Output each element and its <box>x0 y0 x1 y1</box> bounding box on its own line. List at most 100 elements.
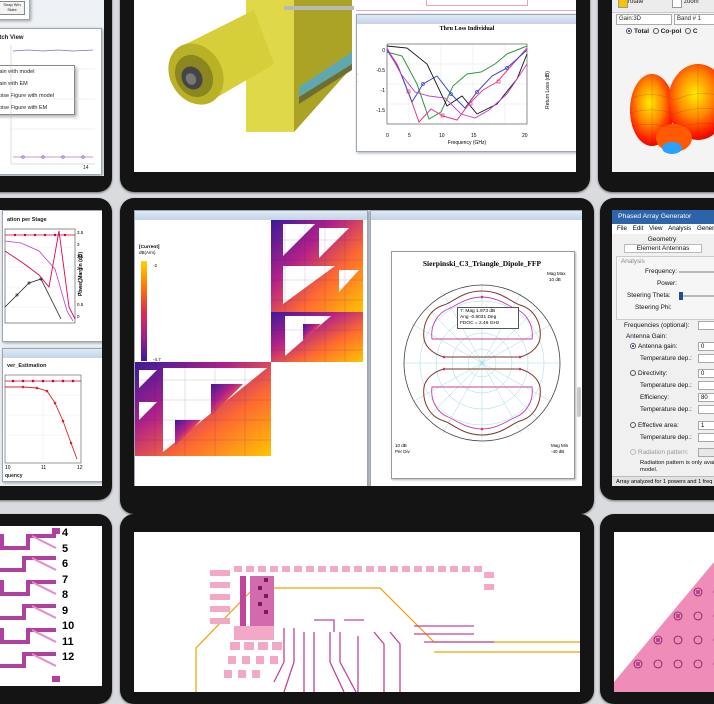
effective-area-row: Effective area: <box>630 422 714 429</box>
port-number: 5 <box>62 542 69 555</box>
menu-generate[interactable]: Generat <box>696 225 714 232</box>
frequencies-optional-label: Frequencies (optional): <box>624 322 690 329</box>
pe-xtick: 11 <box>41 465 47 471</box>
switch-view-window: Switch View Gain with model Gain with EM… <box>0 28 102 175</box>
menu-view[interactable]: View <box>649 225 663 232</box>
rp-radio-row: Total Co-pol C <box>626 28 698 35</box>
port-number: 6 <box>62 558 69 570</box>
radio-c[interactable] <box>684 28 691 35</box>
effective-area-radio[interactable] <box>630 422 636 429</box>
current-window-titlebar <box>135 211 367 220</box>
tab-geometry[interactable]: Geometry <box>647 236 677 243</box>
radiation-pattern-radio[interactable] <box>630 449 636 456</box>
zoom-icon[interactable] <box>672 0 682 8</box>
radiation-pattern-radio-label: Radiation pattern: <box>638 449 689 456</box>
pe-xtick: 12 <box>77 465 83 471</box>
directivity-radio[interactable] <box>630 370 636 377</box>
temp-dep-input-3[interactable] <box>698 405 714 414</box>
analysis-label: Analysis <box>621 258 645 265</box>
effective-area-input[interactable]: 1 <box>698 421 714 430</box>
frequencies-input[interactable] <box>698 321 714 330</box>
menu-edit[interactable]: Edit <box>632 225 644 232</box>
xtick: 20 <box>522 133 528 139</box>
filter-layout[interactable] <box>0 526 102 686</box>
pe-xlabel: quency <box>5 473 23 479</box>
temp-dep-input-1[interactable] <box>698 354 714 363</box>
loss-plot-yticks: 0 -0.5 -1 -1.5 <box>373 41 385 121</box>
port-number: 12 <box>62 651 75 663</box>
3d-connector-view[interactable] <box>134 0 354 144</box>
pe-xticks: 10 11 12 <box>3 465 102 473</box>
radiation-pattern-input[interactable] <box>698 448 714 457</box>
rp-toolbar: rotate zoom <box>612 0 714 13</box>
radiation-pattern-3d[interactable] <box>612 38 714 172</box>
radio-copol-label: Co-pol <box>660 28 682 35</box>
xtick: 15 <box>471 133 477 139</box>
screen-phased-array: Phased Array Generator File Edit View An… <box>612 210 714 486</box>
radiation-note-1: Radiation pattern is only availa <box>640 460 714 466</box>
tablet-bottom-left: 4 5 6 7 8 9 10 11 12 <box>0 514 112 704</box>
menu-item-noise-em[interactable]: Noise Figure with EM <box>0 105 48 111</box>
directivity-input[interactable]: 0 <box>698 369 714 378</box>
antenna-gain-label: Antenna Gain: <box>626 333 667 340</box>
top-right-pink-frame <box>356 0 576 11</box>
polar-chart[interactable] <box>402 283 562 443</box>
temp-dep-input-4[interactable] <box>698 433 714 442</box>
pcb-layout[interactable] <box>134 532 580 692</box>
tablet-top-left: Snap Win State Switch View Gain with mod… <box>0 0 112 192</box>
snap-win-state-button[interactable]: Snap Win State <box>0 1 25 15</box>
menu-item-gain-model[interactable]: Gain with model <box>0 69 35 75</box>
frequency-slider[interactable] <box>679 271 714 273</box>
loss-plot-titlebar <box>357 15 576 24</box>
efficiency-input[interactable]: 80 <box>698 393 714 402</box>
port-number: 10 <box>62 620 75 632</box>
gain-select[interactable]: Gain:3D <box>616 14 672 25</box>
steering-theta-label: Steering Theta: <box>627 292 671 299</box>
tab-element-antennas[interactable]: Element Antennas <box>624 244 702 253</box>
menu-item-gain-em[interactable]: Gain with EM <box>0 81 28 87</box>
menu-analysis[interactable]: Analysis <box>668 225 692 232</box>
antenna-array-layout[interactable] <box>614 532 714 692</box>
antenna-gain-input[interactable]: 0 <box>698 342 714 351</box>
tablet-top-right: rotate zoom Gain:3D Band # 1 Total Co-po… <box>598 0 714 192</box>
band-select[interactable]: Band # 1 <box>674 14 714 25</box>
radiation-note-2: model. <box>640 467 658 473</box>
antenna-gain-radio[interactable] <box>630 343 636 350</box>
antenna-gain-radio-label: Antenna gain: <box>638 343 678 350</box>
rotate-icon[interactable] <box>618 0 628 8</box>
legend-bottom: -4.7 <box>153 357 161 362</box>
right-ticks: 3.5 3 2.5 2 1.5 1 0.5 0 <box>77 227 83 323</box>
tab-element[interactable]: Elem <box>708 244 714 251</box>
port-number: 8 <box>62 589 69 601</box>
theta-thumb[interactable] <box>679 292 683 300</box>
polar-title: Sierpinski_C3_Triangle_Dipole_FFP <box>422 259 542 268</box>
zoom-label: zoom <box>684 0 699 5</box>
screen-top-center: Thru Loss Individual Frequency (GHz) Thr… <box>134 0 576 172</box>
tab-feed[interactable]: Fe <box>708 236 714 243</box>
polar-scrollbar[interactable] <box>577 387 581 417</box>
radio-copol[interactable] <box>652 28 659 35</box>
directivity-radio-label: Directivity: <box>638 370 668 377</box>
loss-plot-xticks: 0 5 10 15 20 <box>357 133 576 140</box>
screen-top-left: Snap Win State Switch View Gain with mod… <box>0 0 104 176</box>
switch-view-menu: Gain with model Gain with EM Noise Figur… <box>0 65 75 115</box>
tablet-top-center: Thru Loss Individual Frequency (GHz) Thr… <box>120 0 590 192</box>
mag-min-2: -40 dB <box>551 449 565 454</box>
temp-dep-input-2[interactable] <box>698 381 714 390</box>
loss-plot-xlabel: Frequency (GHz) <box>447 140 487 146</box>
rtick: 3 <box>77 242 80 247</box>
loss-plot-window: Thru Loss Individual Frequency (GHz) Thr… <box>356 14 576 152</box>
sierpinski-current-plot[interactable] <box>135 220 367 486</box>
menu-item-noise-model[interactable]: Noise Figure with model <box>0 93 54 99</box>
power-estimation-plot <box>4 374 82 464</box>
rtick: 3.5 <box>77 230 84 235</box>
tablet-middle-right: Phased Array Generator File Edit View An… <box>600 198 714 500</box>
ytick: 0 <box>382 48 385 54</box>
theta-slider[interactable] <box>679 292 714 300</box>
radio-total[interactable] <box>626 28 632 35</box>
temp-dep-label-3: Temperature dep.: <box>640 406 692 413</box>
marker-line-1: 7: Mag 1.973 dB <box>460 309 496 314</box>
pa-titlebar: Phased Array Generator <box>612 210 714 224</box>
menu-file[interactable]: File <box>617 225 627 232</box>
marker-line-2: Ang -0.8031 Deg <box>460 315 497 320</box>
